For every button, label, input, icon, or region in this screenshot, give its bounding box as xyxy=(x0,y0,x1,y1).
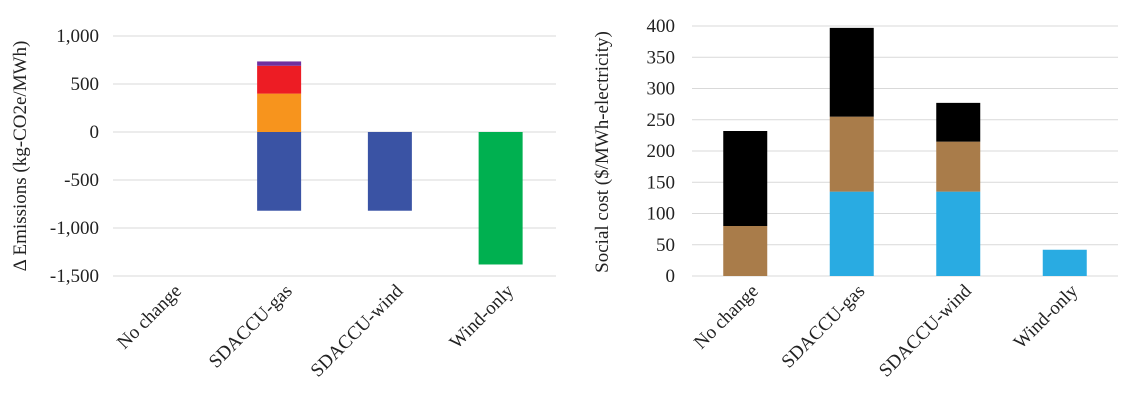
y-axis-label: Social cost ($/MWh-electricity) xyxy=(592,31,613,273)
bar-segment xyxy=(257,65,302,94)
x-category-label: No change xyxy=(113,281,186,354)
y-tick-label: 350 xyxy=(647,47,676,68)
chart-2: 400 350 300 250 200 150 100 50 0 Social cost ($/M… xyxy=(592,16,1118,381)
y-tick-label: 500 xyxy=(71,74,100,95)
y-tick-label: 1,000 xyxy=(56,26,99,47)
y-tick-label: 200 xyxy=(647,141,676,162)
chart-1: 1,000 500 0 -500 -1,000 -1,500 Δ Emissions (kg… xyxy=(10,26,556,381)
y-tick-label: 50 xyxy=(656,235,675,256)
x-category-label: Wind-only xyxy=(446,280,519,353)
y-axis-label: Δ Emissions (kg-CO2e/MWh) xyxy=(10,41,31,272)
bar-segment xyxy=(257,61,302,66)
x-category-label: SDACCU-gas xyxy=(778,281,870,373)
x-category-label: Wind-only xyxy=(1010,280,1083,353)
bar-segment xyxy=(367,132,412,211)
y-tick-label: 100 xyxy=(647,204,676,225)
y-tick-label: 300 xyxy=(647,79,676,100)
y-tick-label: 250 xyxy=(647,110,676,131)
y-tick-label: 0 xyxy=(90,122,100,143)
bar-segment xyxy=(723,131,768,226)
y-tick-label: -1,500 xyxy=(50,266,99,287)
bar-segment xyxy=(936,102,981,142)
bar-segment xyxy=(829,27,874,117)
bar-segment xyxy=(1042,249,1087,276)
x-category-label: SDACCU-wind xyxy=(875,280,976,381)
bar-segment xyxy=(936,191,981,276)
y-tick-label: 400 xyxy=(647,16,676,37)
y-tick-label: -1,000 xyxy=(50,218,99,239)
bar-segment xyxy=(478,132,523,265)
bar-segment xyxy=(723,226,768,276)
y-tick-label: 0 xyxy=(666,266,676,287)
bar-segment xyxy=(829,116,874,192)
bar-segment xyxy=(936,141,981,192)
x-category-label: SDACCU-gas xyxy=(205,281,297,373)
bar-segment xyxy=(257,93,302,132)
y-tick-label: 150 xyxy=(647,172,676,193)
bar-segment xyxy=(257,132,302,211)
x-category-label: SDACCU-wind xyxy=(307,280,408,381)
bar-segment xyxy=(829,191,874,276)
x-category-label: No change xyxy=(690,281,763,354)
y-tick-label: -500 xyxy=(64,170,99,191)
